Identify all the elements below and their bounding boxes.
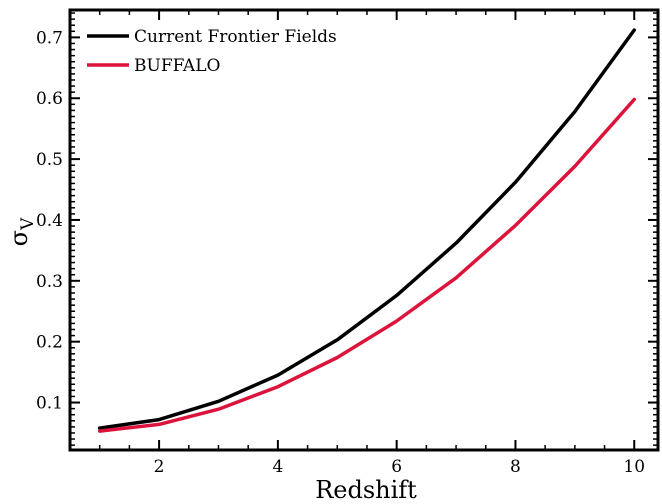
legend-label-series-0: Current Frontier Fields [134, 27, 337, 47]
series-line-1 [97, 97, 636, 433]
y-axis-label-symbol: σ [5, 230, 33, 246]
series-line-0 [97, 28, 636, 430]
y-axis-label: σV [5, 217, 38, 246]
y-tick-label: 0.1 [36, 394, 63, 414]
legend: Current Frontier Fields BUFFALO [87, 27, 337, 76]
x-tick-label: 8 [510, 457, 521, 477]
y-ticks: 0.1 0.2 0.3 0.4 0.5 0.6 0.7 [36, 28, 658, 414]
plot-frame [68, 8, 660, 452]
x-tick-label: 10 [623, 457, 645, 477]
x-ticks: 2 4 6 8 10 [154, 10, 645, 477]
series-lines [97, 28, 636, 433]
x-axis-label: Redshift [315, 476, 417, 504]
y-tick-label: 0.5 [36, 150, 63, 170]
x-tick-label: 6 [391, 457, 402, 477]
minor-ticks [70, 10, 658, 450]
y-tick-label: 0.3 [36, 272, 63, 292]
y-tick-label: 0.6 [36, 89, 63, 109]
y-tick-label: 0.7 [36, 28, 63, 48]
legend-label-series-1: BUFFALO [134, 56, 220, 76]
y-tick-label: 0.4 [36, 211, 63, 231]
x-tick-label: 2 [154, 457, 165, 477]
x-tick-label: 4 [272, 457, 283, 477]
y-axis-label-subscript: V [18, 217, 38, 231]
y-tick-label: 0.2 [36, 333, 63, 353]
y-axis-label-group: σV [5, 217, 38, 246]
